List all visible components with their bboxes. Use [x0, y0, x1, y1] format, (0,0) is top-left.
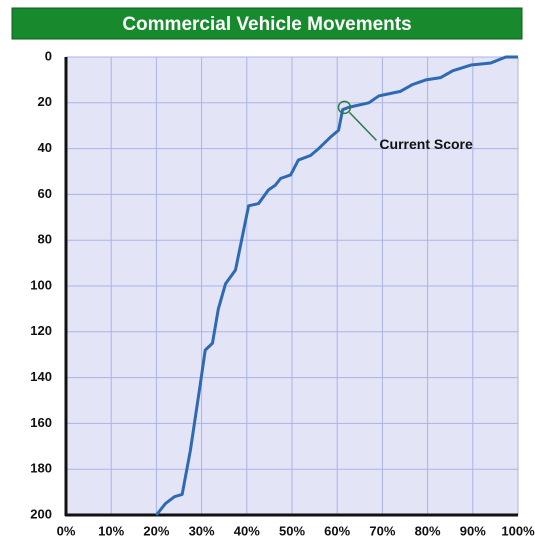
- x-tick-label: 30%: [189, 523, 215, 538]
- y-tick-label: 140: [30, 369, 52, 384]
- chart-title: Commercial Vehicle Movements: [122, 14, 411, 35]
- y-tick-label: 0: [45, 48, 52, 63]
- y-tick-label: 20: [38, 94, 52, 109]
- annotation-leader: [348, 111, 377, 141]
- current-score-marker: [337, 100, 352, 115]
- y-tick-label: 120: [30, 323, 52, 338]
- y-tick-label: 80: [38, 232, 52, 247]
- y-tick-label: 60: [38, 186, 52, 201]
- title-bar: [11, 7, 523, 40]
- x-tick-label: 40%: [234, 523, 260, 538]
- x-tick-label: 100%: [501, 523, 535, 538]
- x-tick-label: 80%: [415, 523, 441, 538]
- x-tick-label: 90%: [460, 523, 486, 538]
- x-tick-label: 50%: [279, 523, 305, 538]
- y-tick-label: 40: [38, 140, 52, 155]
- x-tick-label: 0%: [57, 523, 76, 538]
- y-tick-label: 100: [30, 277, 52, 292]
- x-tick-label: 10%: [98, 523, 124, 538]
- y-tick-label: 200: [30, 506, 52, 521]
- y-tick-label: 160: [30, 415, 52, 430]
- x-tick-label: 70%: [369, 523, 395, 538]
- x-tick-label: 60%: [324, 523, 350, 538]
- y-tick-label: 180: [30, 461, 52, 476]
- annotation-text: Current Score: [379, 136, 473, 152]
- x-tick-label: 20%: [143, 523, 169, 538]
- line-series: [155, 55, 518, 516]
